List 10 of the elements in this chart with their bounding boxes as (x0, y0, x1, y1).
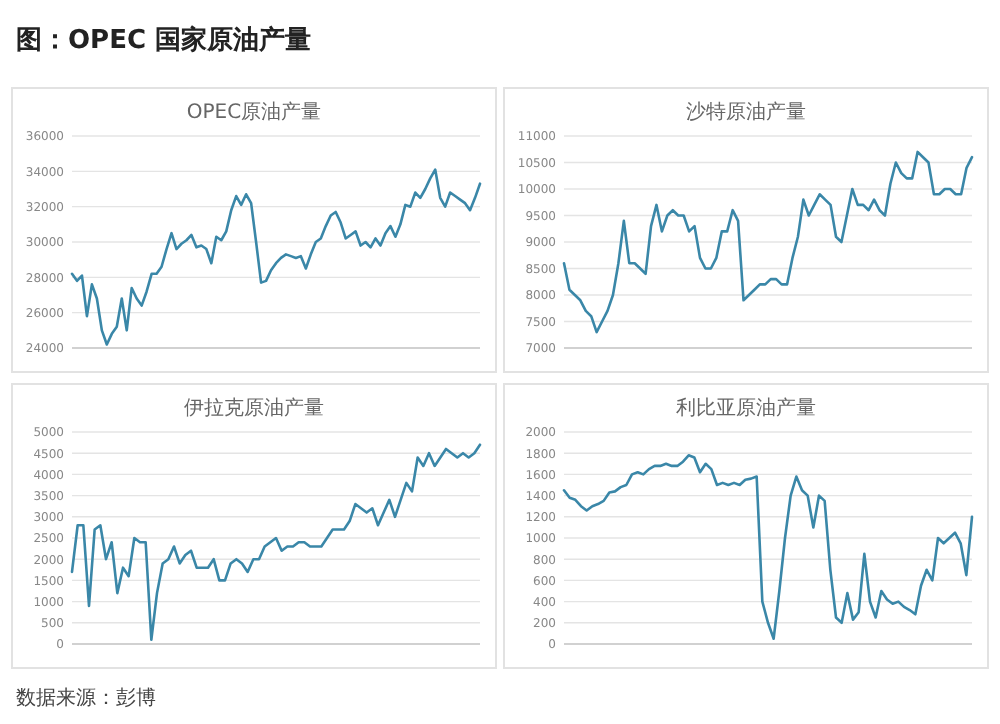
line-series (562, 150, 974, 334)
source-note: 数据来源：彭博 (16, 686, 156, 710)
chart-title: 沙特原油产量 (686, 100, 806, 124)
chart-title: 利比亚原油产量 (676, 396, 816, 420)
chart-title: 伊拉克原油产量 (184, 396, 324, 420)
line-series (70, 168, 482, 346)
line-series (562, 454, 974, 640)
chart-title: OPEC原油产量 (186, 100, 322, 124)
text: 图：OPEC 国家原油产量 (16, 24, 312, 56)
line-series (70, 443, 482, 642)
